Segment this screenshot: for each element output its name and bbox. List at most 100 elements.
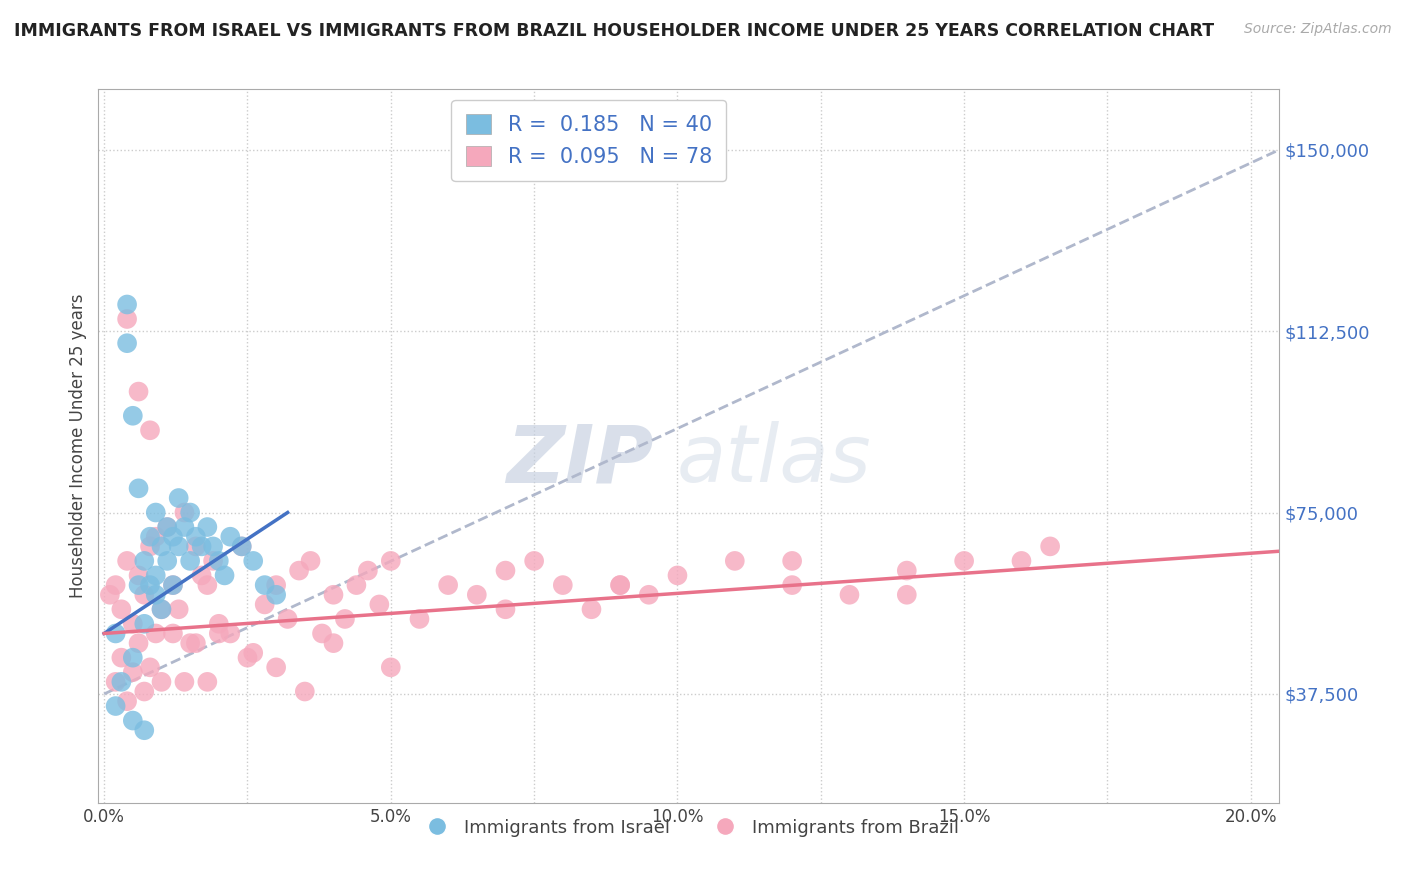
Point	[299, 554, 322, 568]
Point	[666, 568, 689, 582]
Point	[333, 612, 356, 626]
Point	[380, 554, 402, 568]
Point	[121, 665, 143, 680]
Point	[195, 578, 218, 592]
Point	[357, 564, 380, 578]
Point	[145, 588, 167, 602]
Point	[173, 674, 195, 689]
Point	[134, 723, 156, 738]
Point	[208, 554, 231, 568]
Point	[128, 568, 150, 582]
Point	[253, 578, 276, 592]
Point	[121, 616, 143, 631]
Point	[139, 578, 162, 592]
Point	[322, 636, 344, 650]
Point	[437, 578, 460, 592]
Text: ZIP: ZIP	[506, 421, 654, 500]
Point	[173, 506, 195, 520]
Point	[150, 602, 173, 616]
Point	[190, 568, 212, 582]
Point	[104, 578, 127, 592]
Point	[162, 530, 184, 544]
Point	[368, 598, 391, 612]
Point	[145, 506, 167, 520]
Point	[162, 578, 184, 592]
Point	[173, 520, 195, 534]
Point	[202, 540, 225, 554]
Point	[128, 578, 150, 592]
Point	[236, 650, 259, 665]
Point	[609, 578, 631, 592]
Point	[139, 540, 162, 554]
Point	[121, 409, 143, 423]
Point	[1039, 540, 1062, 554]
Point	[128, 636, 150, 650]
Point	[162, 626, 184, 640]
Point	[98, 588, 121, 602]
Point	[219, 530, 242, 544]
Point	[264, 578, 287, 592]
Point	[780, 578, 803, 592]
Point	[231, 540, 253, 554]
Point	[184, 530, 207, 544]
Point	[184, 636, 207, 650]
Point	[150, 602, 173, 616]
Point	[288, 564, 311, 578]
Point	[150, 540, 173, 554]
Point	[609, 578, 631, 592]
Point	[128, 481, 150, 495]
Point	[104, 699, 127, 714]
Point	[115, 694, 138, 708]
Point	[121, 714, 143, 728]
Point	[195, 520, 218, 534]
Point	[465, 588, 488, 602]
Point	[110, 602, 132, 616]
Point	[838, 588, 860, 602]
Point	[139, 423, 162, 437]
Point	[190, 540, 212, 554]
Point	[145, 626, 167, 640]
Point	[134, 616, 156, 631]
Point	[145, 568, 167, 582]
Point	[581, 602, 603, 616]
Point	[780, 554, 803, 568]
Point	[637, 588, 659, 602]
Point	[896, 564, 918, 578]
Text: atlas: atlas	[678, 421, 872, 500]
Point	[162, 578, 184, 592]
Point	[322, 588, 344, 602]
Y-axis label: Householder Income Under 25 years: Householder Income Under 25 years	[69, 293, 87, 599]
Point	[208, 626, 231, 640]
Point	[104, 674, 127, 689]
Point	[896, 588, 918, 602]
Point	[264, 660, 287, 674]
Point	[110, 674, 132, 689]
Point	[134, 554, 156, 568]
Point	[294, 684, 316, 698]
Point	[1011, 554, 1033, 568]
Point	[253, 598, 276, 612]
Point	[202, 554, 225, 568]
Text: Source: ZipAtlas.com: Source: ZipAtlas.com	[1244, 22, 1392, 37]
Point	[179, 506, 201, 520]
Point	[344, 578, 367, 592]
Point	[167, 602, 190, 616]
Legend: Immigrants from Israel, Immigrants from Brazil: Immigrants from Israel, Immigrants from …	[412, 812, 966, 844]
Point	[115, 297, 138, 311]
Point	[264, 588, 287, 602]
Point	[219, 626, 242, 640]
Point	[523, 554, 546, 568]
Point	[167, 491, 190, 505]
Point	[184, 540, 207, 554]
Point	[121, 650, 143, 665]
Point	[110, 650, 132, 665]
Point	[139, 660, 162, 674]
Point	[115, 336, 138, 351]
Point	[156, 520, 179, 534]
Point	[134, 588, 156, 602]
Point	[179, 554, 201, 568]
Point	[242, 646, 264, 660]
Point	[104, 626, 127, 640]
Point	[156, 520, 179, 534]
Point	[231, 540, 253, 554]
